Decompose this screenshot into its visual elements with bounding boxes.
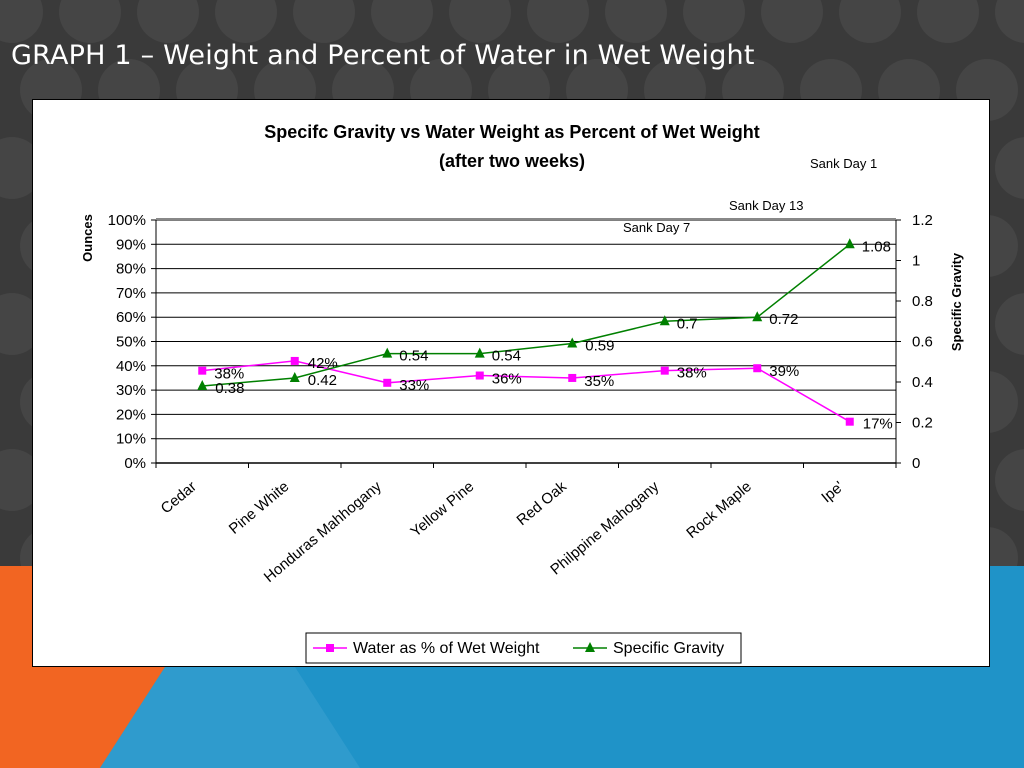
chart-svg: Specifc Gravity vs Water Weight as Perce… bbox=[80, 122, 964, 664]
data-label: 38% bbox=[677, 365, 707, 382]
chart-title: Specifc Gravity vs Water Weight as Perce… bbox=[264, 122, 759, 142]
background-circle bbox=[59, 0, 121, 43]
y-left-tick-label: 50% bbox=[116, 334, 146, 351]
legend-marker-water bbox=[326, 644, 334, 652]
y-left-tick-label: 80% bbox=[116, 261, 146, 278]
data-label: 0.7 bbox=[677, 315, 698, 332]
background-circle bbox=[839, 0, 901, 43]
x-tick-label: Rock Maple bbox=[683, 478, 755, 542]
data-point-water bbox=[660, 366, 669, 375]
y-left-tick-label: 100% bbox=[108, 212, 146, 229]
y-left-tick-label: 90% bbox=[116, 236, 146, 253]
y-right-tick-label: 1 bbox=[912, 253, 920, 270]
data-label: 42% bbox=[308, 355, 338, 372]
annotation: Sank Day 1 bbox=[810, 156, 877, 171]
background-circle bbox=[215, 0, 277, 43]
data-point-gravity bbox=[567, 337, 578, 348]
background-circle bbox=[371, 0, 433, 43]
x-tick-label: Yellow Pine bbox=[407, 478, 477, 541]
background-circle bbox=[995, 137, 1024, 199]
data-point-gravity bbox=[289, 371, 300, 382]
legend-label-water: Water as % of Wet Weight bbox=[353, 640, 540, 657]
background-circle bbox=[995, 449, 1024, 511]
y-right-tick-label: 0.8 bbox=[912, 293, 933, 310]
x-tick-label: Cedar bbox=[158, 478, 200, 517]
data-label: 33% bbox=[399, 377, 429, 394]
annotation: Sank Day 7 bbox=[623, 220, 690, 235]
chart-subtitle: (after two weeks) bbox=[439, 151, 585, 171]
y-right-tick-label: 0 bbox=[912, 455, 920, 472]
data-point-gravity bbox=[474, 347, 485, 358]
data-point-water bbox=[568, 373, 577, 382]
data-point-water bbox=[845, 417, 854, 426]
y-left-tick-label: 60% bbox=[116, 309, 146, 326]
data-label: 0.38 bbox=[215, 380, 244, 397]
annotation: Sank Day 13 bbox=[729, 198, 803, 213]
data-point-gravity bbox=[844, 238, 855, 249]
y-left-tick-label: 0% bbox=[124, 455, 146, 472]
x-tick-label: Ipe' bbox=[818, 478, 847, 506]
background-circle bbox=[995, 0, 1024, 43]
data-label: 35% bbox=[584, 373, 614, 390]
data-label: 17% bbox=[863, 416, 893, 433]
background-circle bbox=[0, 0, 43, 43]
x-tick-label: Pine White bbox=[226, 478, 293, 538]
y-left-tick-label: 40% bbox=[116, 358, 146, 375]
x-tick-label: Red Oak bbox=[514, 478, 571, 529]
data-point-water bbox=[753, 364, 762, 373]
data-point-water bbox=[383, 378, 392, 387]
y-left-tick-label: 30% bbox=[116, 382, 146, 399]
y-left-tick-label: 10% bbox=[116, 431, 146, 448]
series-line-gravity bbox=[202, 243, 851, 387]
background-circle bbox=[293, 0, 355, 43]
background-circle bbox=[683, 0, 745, 43]
background-circle bbox=[449, 0, 511, 43]
y-right-tick-label: 0.4 bbox=[912, 374, 933, 391]
data-point-gravity bbox=[752, 311, 763, 322]
y-left-axis-label: Ounces bbox=[80, 214, 95, 262]
legend: Water as % of Wet Weight Specific Gravity bbox=[305, 632, 742, 664]
data-label: 1.08 bbox=[862, 238, 891, 255]
data-label: 0.59 bbox=[585, 338, 614, 355]
data-label: 38% bbox=[214, 366, 244, 383]
data-label: 0.54 bbox=[399, 348, 428, 365]
y-left-tick-label: 70% bbox=[116, 285, 146, 302]
y-right-tick-label: 1.2 bbox=[912, 212, 933, 229]
data-label: 39% bbox=[769, 363, 799, 380]
background-circle bbox=[137, 0, 199, 43]
data-point-gravity bbox=[659, 315, 670, 326]
data-point-water bbox=[290, 356, 299, 365]
y-left-tick-label: 20% bbox=[116, 406, 146, 423]
background-circle bbox=[605, 0, 667, 43]
y-right-axis-label: Specific Gravity bbox=[949, 252, 964, 351]
data-label: 36% bbox=[492, 371, 522, 388]
data-point-gravity bbox=[382, 347, 393, 358]
data-label: 0.42 bbox=[308, 372, 337, 389]
legend-box bbox=[305, 632, 742, 664]
legend-marker-gravity bbox=[585, 642, 595, 652]
series-line-water bbox=[202, 360, 851, 423]
data-point-water bbox=[198, 366, 207, 375]
data-label: 0.72 bbox=[769, 311, 798, 328]
data-label: 0.54 bbox=[492, 348, 521, 365]
y-right-tick-label: 0.2 bbox=[912, 415, 933, 432]
background-circle bbox=[995, 293, 1024, 355]
data-point-water bbox=[475, 371, 484, 380]
background-circle bbox=[527, 0, 589, 43]
background-circle bbox=[917, 0, 979, 43]
accent-blue-light-shape bbox=[100, 566, 360, 768]
background-circle bbox=[761, 0, 823, 43]
y-right-tick-label: 0.6 bbox=[912, 334, 933, 351]
slide-title: GRAPH 1 – Weight and Percent of Water in… bbox=[11, 40, 755, 71]
legend-label-gravity: Specific Gravity bbox=[613, 640, 724, 657]
data-point-gravity bbox=[197, 380, 208, 391]
chart-area: Specifc Gravity vs Water Weight as Perce… bbox=[32, 99, 990, 667]
